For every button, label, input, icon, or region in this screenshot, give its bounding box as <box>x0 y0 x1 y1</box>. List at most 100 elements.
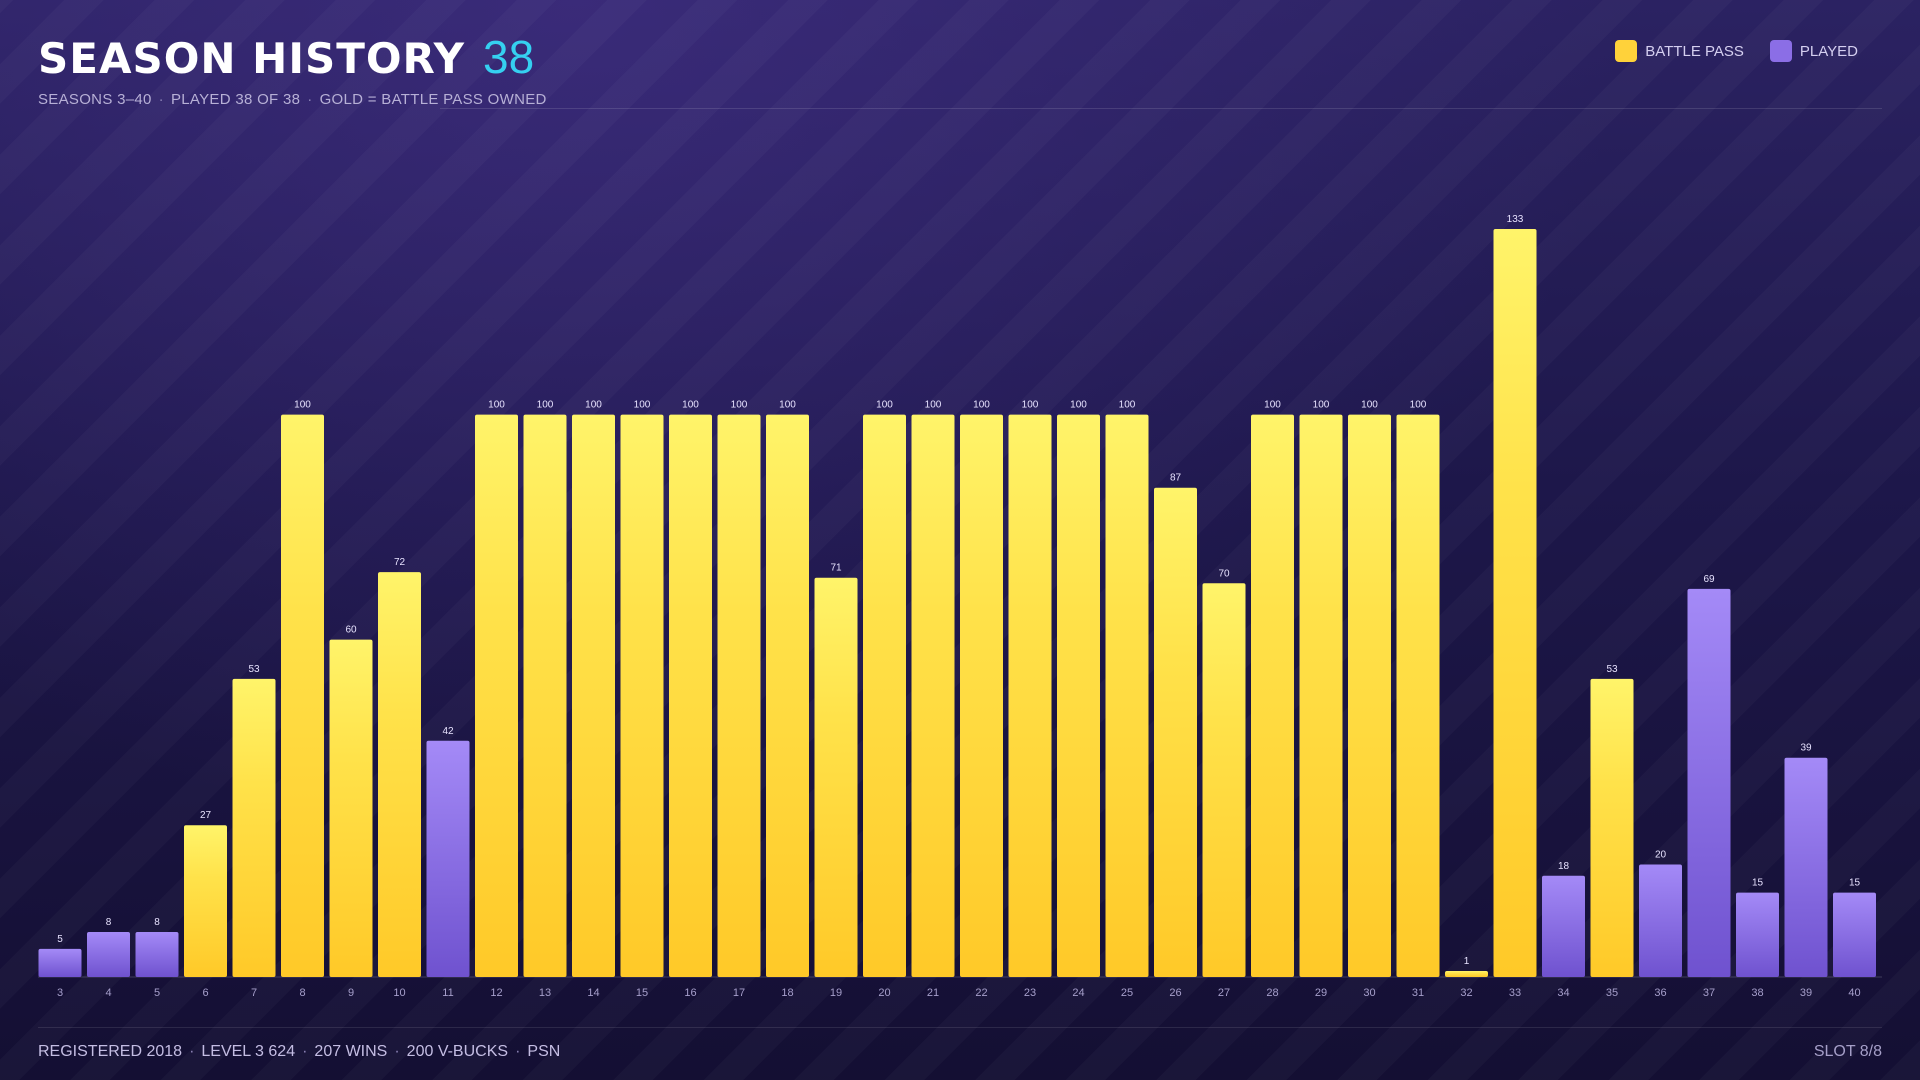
tick-label-season-11: 11 <box>442 987 453 999</box>
bar-season-35 <box>1590 678 1634 977</box>
tick-label-season-27: 27 <box>1218 987 1230 999</box>
value-label-season-32: 1 <box>1464 956 1470 967</box>
legend-item-battle-pass: BATTLE PASS <box>1615 40 1744 62</box>
tick-label-season-6: 6 <box>202 987 208 999</box>
value-label-season-34: 18 <box>1558 861 1570 872</box>
footer-stats: REGISTERED 2018 · LEVEL 3 624 · 207 WINS · 200… <box>38 1043 561 1060</box>
subtitle-played: PLAYED 38 OF 38 <box>170 91 301 108</box>
bar-season-32 <box>1445 971 1488 977</box>
bar-season-10 <box>378 572 421 977</box>
value-label-season-6: 27 <box>200 810 212 821</box>
value-label-season-36: 20 <box>1655 850 1667 861</box>
bar-season-22 <box>960 414 1003 978</box>
footer-level: LEVEL 3 624 <box>201 1043 296 1060</box>
tick-label-season-8: 8 <box>299 987 305 999</box>
tick-label-season-3: 3 <box>57 987 63 999</box>
tick-label-season-25: 25 <box>1121 987 1133 999</box>
tick-label-season-18: 18 <box>781 987 793 999</box>
value-label-season-19: 71 <box>830 563 842 574</box>
bar-season-26 <box>1154 487 1197 977</box>
legend-item-played: PLAYED <box>1769 40 1858 62</box>
tick-label-season-29: 29 <box>1315 987 1327 999</box>
value-label-season-35: 53 <box>1606 664 1618 675</box>
bar-season-23 <box>1008 414 1052 978</box>
tick-label-season-40: 40 <box>1848 987 1860 999</box>
tick-label-season-35: 35 <box>1606 987 1618 999</box>
value-label-season-40: 15 <box>1849 878 1861 889</box>
subtitle-seasons: SEASONS 3–40 <box>38 91 152 108</box>
value-label-season-3: 5 <box>57 934 63 945</box>
bar-season-24 <box>1057 414 1100 978</box>
value-label-season-31: 100 <box>1410 400 1427 411</box>
value-label-season-7: 53 <box>248 664 260 675</box>
season-count: 38 <box>483 31 535 83</box>
bar-season-5 <box>135 932 179 977</box>
bar-season-8 <box>281 414 324 978</box>
value-label-season-30: 100 <box>1361 400 1378 411</box>
value-label-season-39: 39 <box>1800 743 1812 754</box>
chart-header: SEASON HISTORY 38 <box>38 30 534 84</box>
footer-vbucks: 200 V-BUCKS <box>406 1043 509 1060</box>
tick-label-season-21: 21 <box>927 987 939 999</box>
bar-season-12 <box>475 414 518 978</box>
value-label-season-9: 60 <box>345 625 357 636</box>
legend-swatch-battle-pass <box>1615 40 1638 62</box>
value-label-season-8: 100 <box>294 400 311 411</box>
tick-label-season-15: 15 <box>636 987 648 999</box>
bar-season-39 <box>1784 757 1828 977</box>
value-label-season-20: 100 <box>876 400 893 411</box>
tick-label-season-30: 30 <box>1363 987 1375 999</box>
bar-season-11 <box>426 740 470 977</box>
bar-season-28 <box>1251 414 1294 978</box>
tick-label-season-20: 20 <box>878 987 890 999</box>
bar-season-15 <box>620 414 664 978</box>
value-label-season-28: 100 <box>1264 400 1281 411</box>
legend-label-battle-pass: BATTLE PASS <box>1645 42 1744 60</box>
value-label-season-16: 100 <box>682 400 699 411</box>
bar-season-17 <box>717 414 761 978</box>
value-label-season-15: 100 <box>634 400 651 411</box>
tick-label-season-37: 37 <box>1703 987 1715 999</box>
bar-season-14 <box>572 414 615 978</box>
tick-label-season-28: 28 <box>1266 987 1278 999</box>
value-label-season-10: 72 <box>394 557 406 568</box>
tick-label-season-16: 16 <box>684 987 696 999</box>
bar-season-4 <box>87 932 130 977</box>
bar-season-29 <box>1299 414 1343 978</box>
bar-season-18 <box>766 414 809 978</box>
tick-label-season-7: 7 <box>251 987 257 999</box>
footer-registered: REGISTERED 2018 <box>38 1043 183 1060</box>
tick-label-season-19: 19 <box>830 987 842 999</box>
tick-label-season-31: 31 <box>1412 987 1424 999</box>
legend-swatch-played <box>1769 40 1792 62</box>
bar-season-13 <box>523 414 567 978</box>
tick-label-season-22: 22 <box>975 987 987 999</box>
bar-season-16 <box>669 414 712 978</box>
value-label-season-25: 100 <box>1119 400 1136 411</box>
bar-season-30 <box>1348 414 1391 978</box>
subtitle-note: GOLD = BATTLE PASS OWNED <box>319 91 547 108</box>
bar-season-38 <box>1736 892 1779 977</box>
value-label-season-13: 100 <box>537 400 554 411</box>
bar-season-40 <box>1833 892 1876 977</box>
value-label-season-23: 100 <box>1022 400 1039 411</box>
tick-label-season-34: 34 <box>1557 987 1569 999</box>
tick-label-season-36: 36 <box>1654 987 1666 999</box>
tick-label-season-5: 5 <box>154 987 160 999</box>
bar-season-3 <box>38 948 82 977</box>
tick-label-season-23: 23 <box>1024 987 1036 999</box>
footer-divider <box>38 1027 1882 1028</box>
tick-label-season-17: 17 <box>733 987 745 999</box>
header-divider <box>440 108 1882 109</box>
slot-indicator: SLOT 8/8 <box>1813 1043 1882 1060</box>
value-label-season-22: 100 <box>973 400 990 411</box>
value-label-season-26: 87 <box>1170 473 1182 484</box>
bar-season-33 <box>1493 229 1537 977</box>
tick-label-season-33: 33 <box>1509 987 1521 999</box>
tick-label-season-12: 12 <box>490 987 502 999</box>
value-label-season-38: 15 <box>1752 878 1764 889</box>
bar-season-36 <box>1639 864 1682 977</box>
value-label-season-21: 100 <box>925 400 942 411</box>
value-label-season-18: 100 <box>779 400 796 411</box>
